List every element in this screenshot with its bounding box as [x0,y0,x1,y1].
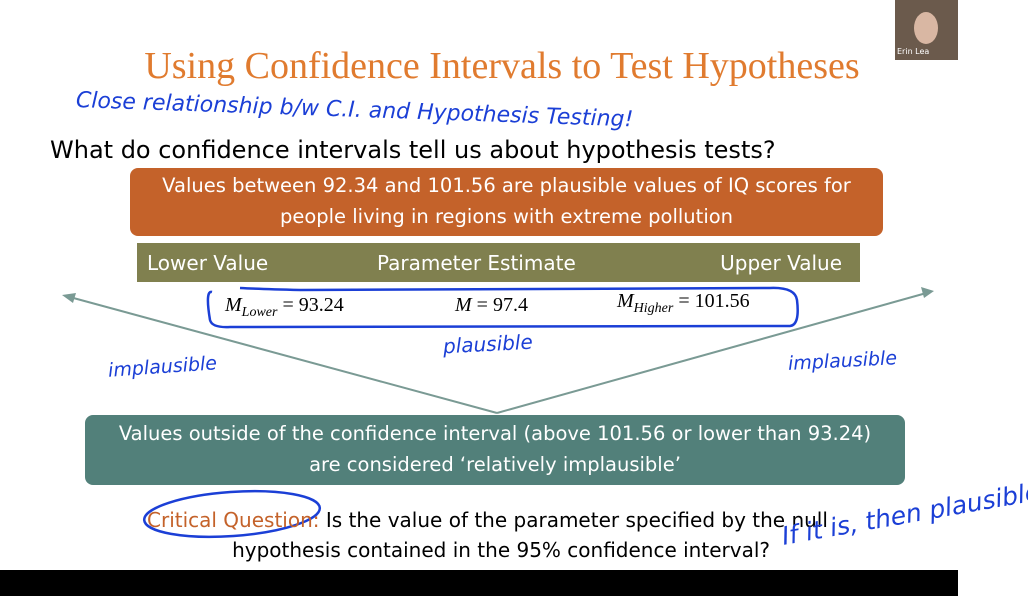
implausible-box: Values outside of the confidence interva… [85,415,905,485]
text-line: hypothesis contained in the 95% confiden… [232,538,770,562]
critical-label: Critical Question: [147,508,320,532]
arrow-left [65,295,498,414]
handwritten-loop [206,286,799,329]
arrow-head [62,293,76,303]
text-line: Values between 92.34 and 101.56 are plau… [162,174,851,197]
webcam-face [914,12,938,44]
handwritten-plausible: plausible [442,329,534,359]
text-line: people living in regions with extreme po… [279,205,734,228]
label: Upper Value [720,251,842,275]
critical-question: Critical Question: Is the value of the p… [147,508,828,532]
subscript: Lower [241,305,278,320]
label: Parameter Estimate [377,251,576,275]
text-line: Values outside of the confidence interva… [118,422,872,445]
symbol: M [455,294,472,316]
webcam-name: Erin Lea [897,47,930,56]
question: What do confidence intervals tell us abo… [50,136,776,164]
value: = 101.56 [678,290,750,312]
lower-value: MLower = 93.24 [225,294,344,321]
subscript: Higher [633,301,674,316]
upper-value: MHigher = 101.56 [617,290,750,317]
slide-title: Using Confidence Intervals to Test Hypot… [144,45,860,87]
estimate-value: M = 97.4 [455,294,528,317]
value: = 97.4 [476,294,528,316]
estimate-bar: Lower Value Parameter Estimate Upper Val… [137,243,860,282]
handwritten-circle [142,489,322,539]
symbol: M [617,290,634,312]
black-bar [0,570,958,596]
symbol: M [225,294,242,316]
arrow-right [496,291,931,414]
text-line: are considered ‘relatively implausible’ [309,453,681,476]
text-line: Is the value of the parameter specified … [325,508,828,532]
arrow-head [921,287,934,298]
value: = 93.24 [282,294,344,316]
label: Lower Value [147,251,269,275]
plausible-box: Values between 92.34 and 101.56 are plau… [130,168,883,236]
